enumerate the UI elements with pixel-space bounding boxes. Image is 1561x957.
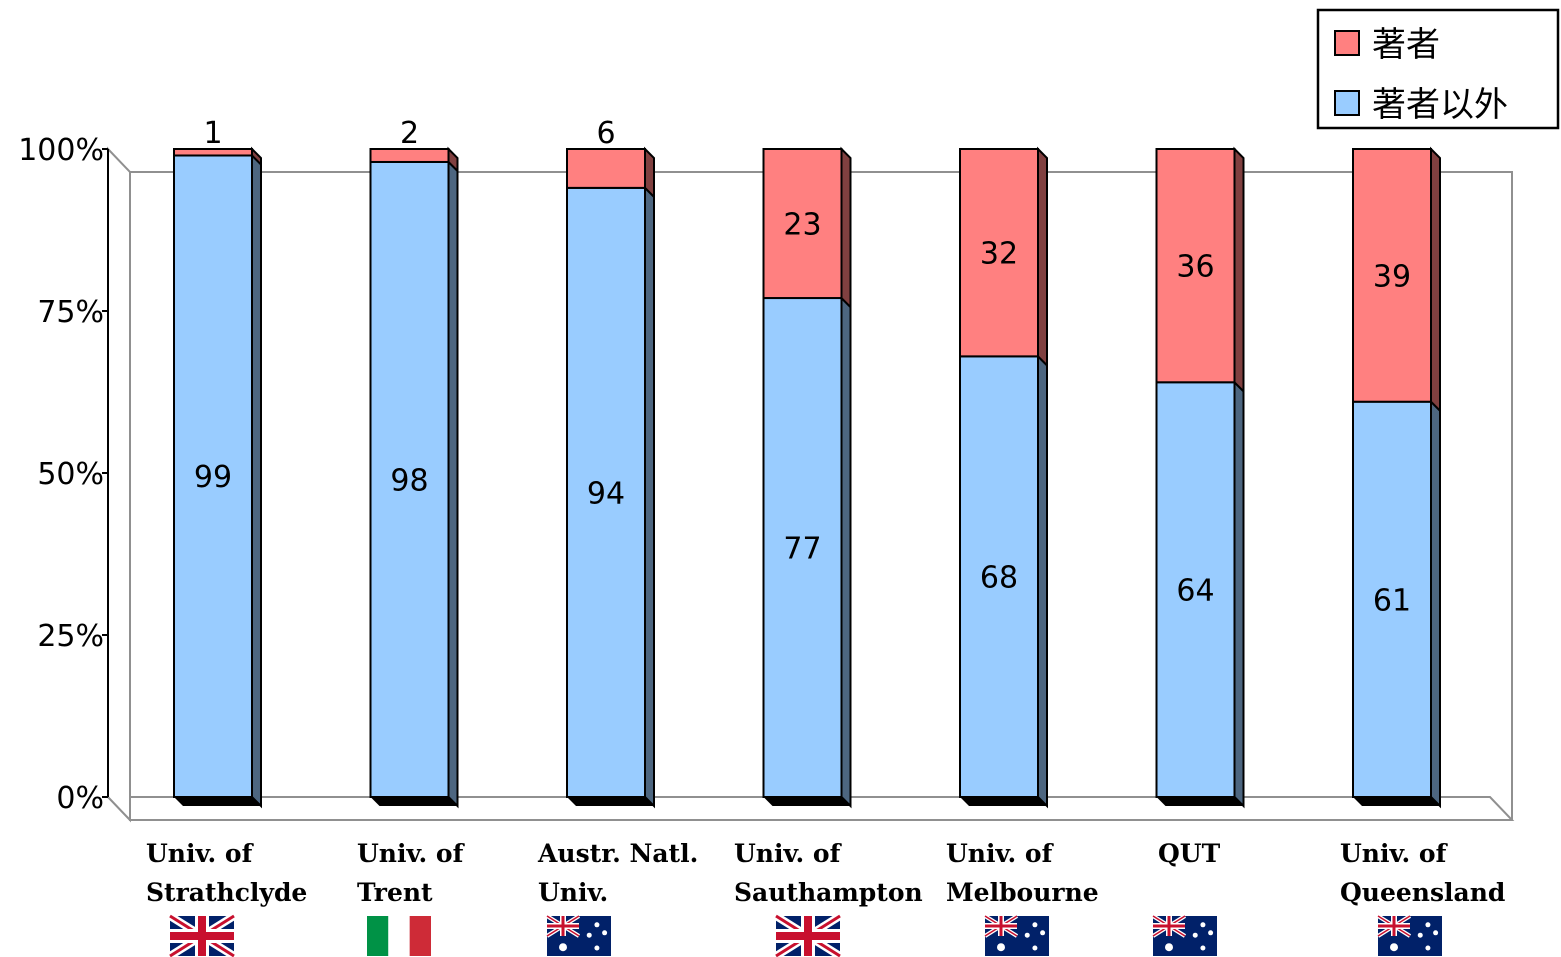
bar-shadow [370,797,458,806]
bar-segment-non-author-side [251,153,262,809]
bar-shadow [960,797,1047,806]
bar-segment-non-author [762,297,843,798]
y-tick-label: 50% [37,457,104,492]
bar-segment-author [369,148,450,163]
bar-segment-author-side [644,146,655,200]
legend-swatch-non-author [1334,90,1360,116]
bar-segment-non-author-side [447,159,459,809]
australia-flag [1151,914,1217,956]
y-tick-label: 0% [56,781,104,816]
bar-segment-non-author-side [1037,353,1048,809]
category-label: Univ. of Trent [357,839,466,907]
category-label: Univ. of Strathclyde [146,839,307,907]
bar-segment-non-author-side [1233,379,1245,809]
bar-segment-non-author [1155,381,1236,798]
y-tick-label: 100% [18,133,104,168]
bar-segment-author-side [1430,146,1441,414]
legend: 著者 著者以外 [1316,8,1560,130]
bar-shadow [1353,797,1440,806]
bar-stack: 99 1 [173,116,262,809]
legend-swatch-author [1334,30,1360,56]
data-label-non-author: 64 [1176,574,1214,609]
australia-flag [983,914,1049,956]
category-label: QUT [1158,839,1221,868]
bar-segment-author [1352,148,1432,403]
australia-flag [1376,914,1442,956]
bar-shadow [174,797,261,806]
bar-segment-author-side [1233,146,1245,394]
y-tick-label: 25% [37,619,104,654]
bar-stack: 94 6 [566,116,655,809]
x-axis-categories: Univ. of Strathclyde Univ. of Trent Austr. N… [146,839,1505,957]
uk-flag [773,912,843,957]
bar-segment-non-author [1352,400,1432,798]
data-label-author: 6 [596,116,615,151]
bar-segment-author [173,148,253,157]
bar-segment-author [959,148,1039,358]
bar-segment-non-author [566,186,646,798]
bar-stack: 68 32 [959,146,1048,809]
bar-stack: 98 2 [369,116,459,809]
bars: 99 1 98 2 94 6 77 23 68 32 64 36 61 39 [173,116,1441,809]
legend-label-author: 著者 [1372,25,1440,65]
australia-flag [545,914,611,956]
legend-label-non-author: 著者以外 [1372,85,1508,125]
bar-segment-author-side [840,146,852,310]
bar-segment-non-author [959,355,1039,798]
bar-stack: 61 39 [1352,146,1441,809]
category-label: Austr. Natl. Univ. [537,839,698,907]
data-label-author: 39 [1373,259,1411,294]
category-label: Univ. of Sauthampton [734,839,923,907]
bar-stack: 64 36 [1155,146,1245,809]
bar-segment-non-author-side [1430,399,1441,809]
bar-segment-non-author-side [840,295,852,809]
data-label-non-author: 61 [1373,583,1411,618]
data-label-non-author: 68 [980,561,1018,596]
data-label-author: 23 [783,208,821,243]
y-axis: 0% 25% 50% 75% 100% [18,133,109,816]
bar-segment-author [566,148,646,189]
uk-flag [167,912,237,957]
bar-stack: 77 23 [762,146,852,809]
plot-left-wall [107,146,131,823]
italy-flag [367,916,431,956]
data-label-author: 2 [400,116,419,151]
data-label-non-author: 94 [587,476,625,511]
category-label: Univ. of Queensland [1340,839,1505,907]
data-label-non-author: 98 [390,463,428,498]
bar-segment-non-author-side [644,185,655,809]
y-tick-label: 75% [37,295,104,330]
category-label: Univ. of Melbourne [946,839,1099,907]
data-label-author: 32 [980,237,1018,272]
bar-segment-author [1155,148,1236,384]
data-label-author: 1 [203,116,222,151]
data-label-non-author: 77 [783,532,821,567]
bar-shadow [1156,797,1244,806]
data-label-non-author: 99 [194,460,232,495]
bar-shadow [567,797,654,806]
bar-segment-author [762,148,843,300]
bar-segment-non-author [173,154,253,799]
bar-shadow [763,797,851,806]
bar-segment-author-side [1037,146,1048,368]
data-label-author: 36 [1176,250,1214,285]
